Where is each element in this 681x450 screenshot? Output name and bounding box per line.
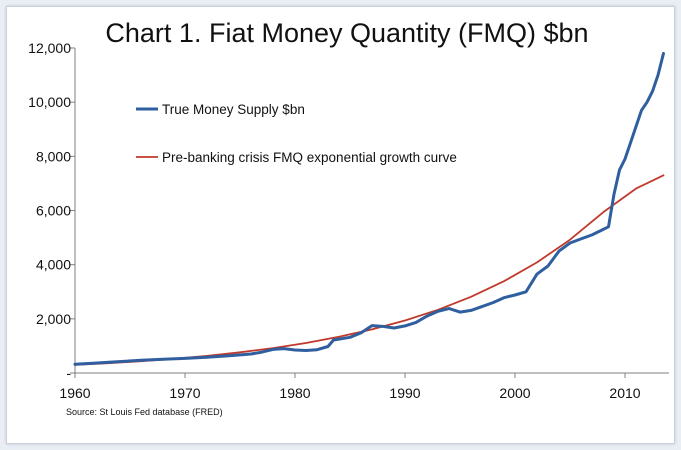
axes: - 2,000 4,000 6,000 8,000 10,000 12,000 1960 197… <box>28 40 669 401</box>
legend-label: Pre-banking crisis FMQ exponential growt… <box>162 150 457 165</box>
y-tick-label: 2,000 <box>36 311 71 327</box>
x-tick-label: 2000 <box>499 385 530 401</box>
legend-label: True Money Supply $bn <box>162 102 305 117</box>
y-tick-label: 4,000 <box>36 257 71 273</box>
x-tick-label: 1960 <box>59 385 90 401</box>
legend: True Money Supply $bn Pre-banking crisis … <box>136 102 457 165</box>
chart-title: Chart 1. Fiat Money Quantity (FMQ) $bn <box>105 18 588 48</box>
x-tick-label: 1970 <box>169 385 200 401</box>
source-note: Source: St Louis Fed database (FRED) <box>66 407 223 417</box>
series-line-exponential-growth-curve <box>74 174 665 366</box>
chart-frame: Chart 1. Fiat Money Quantity (FMQ) $bn -… <box>6 6 675 444</box>
y-tick-label: 10,000 <box>28 94 71 110</box>
x-tick-label: 1990 <box>389 385 420 401</box>
x-tick-label: 1980 <box>279 385 310 401</box>
y-tick-label: 8,000 <box>36 148 71 164</box>
line-chart: Chart 1. Fiat Money Quantity (FMQ) $bn -… <box>28 18 669 417</box>
y-tick-label: 6,000 <box>36 203 71 219</box>
y-tick-label: - <box>66 365 71 381</box>
series-line-true-money-supply <box>73 51 665 366</box>
x-tick-label: 2010 <box>609 385 640 401</box>
y-tick-label: 12,000 <box>28 40 71 56</box>
series-layer <box>73 51 665 366</box>
